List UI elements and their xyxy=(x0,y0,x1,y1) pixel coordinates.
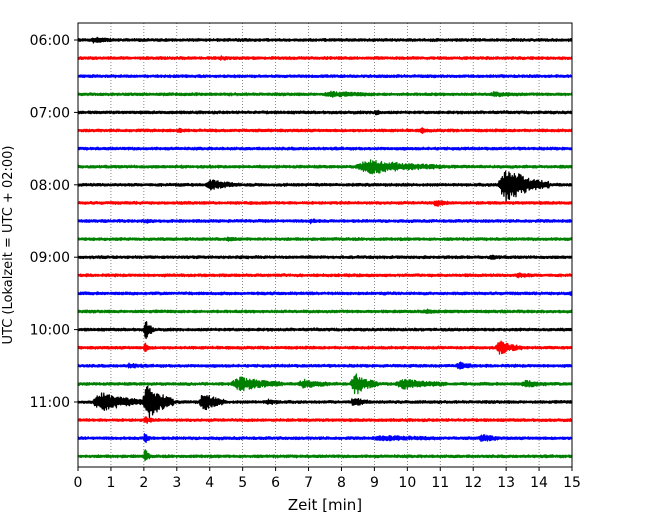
x-tick-label: 2 xyxy=(139,475,148,491)
x-tick-label: 10 xyxy=(398,475,416,491)
x-tick-label: 14 xyxy=(530,475,548,491)
trace-0900 xyxy=(77,254,573,260)
x-tick-label: 4 xyxy=(205,475,214,491)
trace-0745 xyxy=(77,159,573,175)
trace-1115 xyxy=(77,416,573,424)
x-tick-label: 15 xyxy=(563,475,581,491)
x-axis-ticks: 0 1 2 3 4 5 6 7 8 9 10 11 12 13 14 15 xyxy=(74,467,581,491)
x-tick-label: 13 xyxy=(497,475,515,491)
y-tick-label: 07:00 xyxy=(30,105,70,121)
y-tick-label: 10:00 xyxy=(30,323,70,339)
trace-0700 xyxy=(77,109,573,116)
x-tick-label: 5 xyxy=(238,475,247,491)
plot-frame xyxy=(77,22,573,468)
trace-0800 xyxy=(77,170,573,203)
trace-0845 xyxy=(77,236,573,242)
trace-0615 xyxy=(77,55,573,61)
trace-0645 xyxy=(77,90,573,98)
x-tick-label: 0 xyxy=(74,475,83,491)
x-gridlines xyxy=(110,23,540,467)
trace-1015 xyxy=(77,340,573,355)
trace-0815 xyxy=(77,199,573,207)
y-tick-label: 06:00 xyxy=(30,33,70,49)
x-tick-label: 12 xyxy=(464,475,482,491)
y-axis-ticks: 06:00 07:00 08:00 09:00 10:00 11:00 xyxy=(30,33,78,411)
trace-0945 xyxy=(77,308,573,315)
y-tick-label: 08:00 xyxy=(30,178,70,194)
x-tick-label: 3 xyxy=(172,475,181,491)
trace-1100 xyxy=(77,385,573,419)
x-tick-label: 1 xyxy=(106,475,115,491)
y-tick-label: 11:00 xyxy=(30,395,70,411)
trace-1030 xyxy=(77,361,573,370)
trace-0830 xyxy=(77,218,573,225)
y-axis-label: UTC (Lokalzeit = UTC + 02:00) xyxy=(1,146,16,345)
trace-1045 xyxy=(77,373,573,395)
trace-1130 xyxy=(77,433,573,444)
x-tick-label: 8 xyxy=(337,475,346,491)
x-tick-label: 9 xyxy=(370,475,379,491)
trace-0630 xyxy=(77,74,573,79)
x-tick-label: 7 xyxy=(304,475,313,491)
trace-0930 xyxy=(77,290,573,297)
trace-1000 xyxy=(77,321,573,340)
x-tick-label: 11 xyxy=(431,475,449,491)
trace-0915 xyxy=(77,272,573,279)
trace-1145 xyxy=(77,449,573,462)
trace-0730 xyxy=(77,146,573,151)
y-tick-label: 09:00 xyxy=(30,250,70,266)
x-tick-label: 6 xyxy=(271,475,280,491)
trace-0715 xyxy=(77,127,573,134)
trace-group xyxy=(77,36,573,462)
x-axis-label: Zeit [min] xyxy=(288,496,362,514)
trace-0600 xyxy=(77,36,573,44)
